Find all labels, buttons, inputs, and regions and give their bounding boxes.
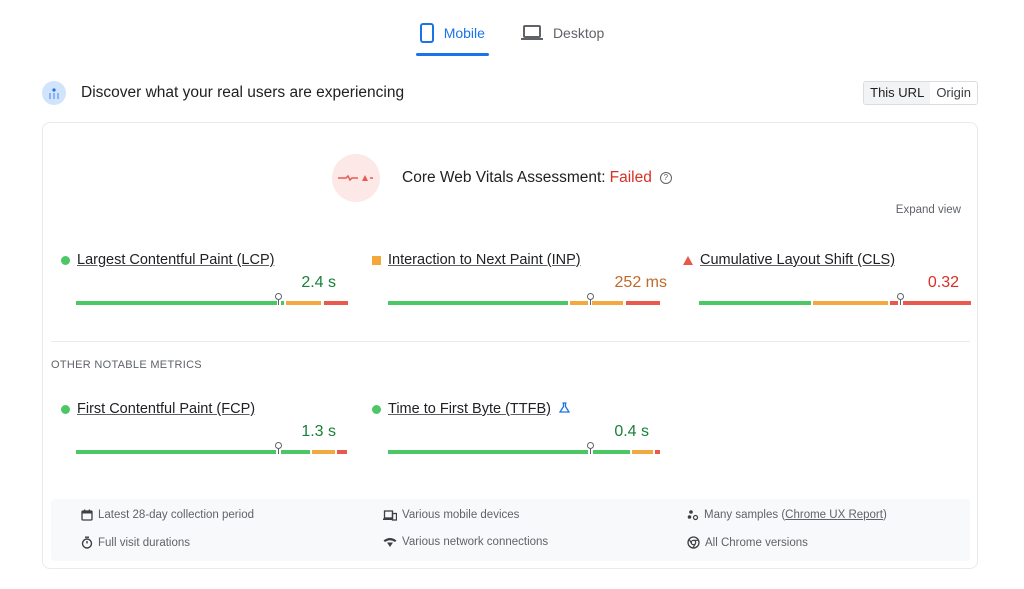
origin-button[interactable]: Origin [930,82,977,104]
footer-network: Various network connections [383,536,548,548]
value-marker-icon [275,442,282,454]
distribution-bar-cls [699,293,971,305]
metric-name-ttfb[interactable]: Time to First Byte (TTFB) [388,401,551,417]
value-marker-icon [587,442,594,454]
metric-value-cls: 0.32 [927,274,959,291]
footer-samples: Many samples (Chrome UX Report) [687,509,887,521]
assessment-label: Core Web Vitals Assessment: [402,169,606,186]
url-origin-toggle: This URL Origin [863,81,978,105]
flask-icon [558,400,571,418]
metric-fcp: First Contentful Paint (FCP) 1.3 s [61,400,347,454]
good-indicator-icon [61,255,70,265]
expand-view-button[interactable]: Expand view [895,204,961,216]
footer-devices: Various mobile devices [383,509,519,521]
distribution-bar-lcp [76,293,348,305]
metric-inp: Interaction to Next Paint (INP) 252 ms [372,251,667,305]
tab-desktop-label: Desktop [552,25,605,41]
crux-chart-icon [42,81,66,105]
help-icon[interactable]: ? [659,172,672,184]
metric-value-lcp: 2.4 s [301,274,336,291]
value-marker-icon [275,293,282,305]
chrome-ux-report-link[interactable]: Chrome UX Report [785,509,883,521]
this-url-button[interactable]: This URL [864,82,931,104]
devices-icon [383,509,397,521]
metric-name-cls[interactable]: Cumulative Layout Shift (CLS) [700,252,896,268]
good-indicator-icon [372,404,381,414]
metric-name-fcp[interactable]: First Contentful Paint (FCP) [77,401,256,417]
metric-name-inp[interactable]: Interaction to Next Paint (INP) [388,252,581,268]
crux-header: Discover what your real users are experi… [42,80,978,106]
stopwatch-icon [81,536,93,549]
laptop-icon [520,25,543,41]
metric-ttfb: Time to First Byte (TTFB) 0.4 s [372,400,660,454]
footer-collection-period: Latest 28-day collection period [81,509,254,521]
tab-mobile[interactable]: Mobile [415,20,490,56]
other-metrics-heading: OTHER NOTABLE METRICS [51,359,202,371]
metric-value-ttfb: 0.4 s [614,423,649,440]
metric-name-lcp[interactable]: Largest Contentful Paint (LCP) [77,252,275,268]
distribution-bar-inp [388,293,660,305]
cwv-assessment: Core Web Vitals Assessment: Failed ? [332,154,672,202]
needs-improvement-indicator-icon [372,255,381,265]
metric-value-inp: 252 ms [614,274,667,291]
value-marker-icon [587,293,594,305]
value-marker-icon [897,293,904,305]
footer-visit-durations: Full visit durations [81,536,190,549]
distribution-bar-ttfb [388,442,660,454]
footer-chrome-versions: All Chrome versions [687,536,808,549]
chrome-icon [687,536,700,549]
failed-badge-icon [332,154,380,202]
smartphone-icon [419,23,434,43]
distribution-bar-fcp [76,442,348,454]
metric-lcp: Largest Contentful Paint (LCP) 2.4 s [61,251,348,305]
section-divider [51,341,970,342]
device-tabs: Mobile Desktop [0,20,1024,56]
field-data-card: Core Web Vitals Assessment: Failed ? Exp… [42,122,978,569]
tab-mobile-label: Mobile [443,25,485,41]
metric-value-fcp: 1.3 s [301,423,336,440]
assessment-status: Failed [609,169,652,186]
samples-icon [687,510,699,521]
data-source-footer: Latest 28-day collection period Various … [51,499,970,561]
calendar-icon [81,509,93,521]
network-icon [383,537,397,547]
section-title: Discover what your real users are experi… [81,84,405,101]
good-indicator-icon [61,404,70,414]
poor-indicator-icon [683,255,693,265]
metric-cls: Cumulative Layout Shift (CLS) 0.32 [683,251,971,305]
tab-desktop[interactable]: Desktop [519,20,606,46]
